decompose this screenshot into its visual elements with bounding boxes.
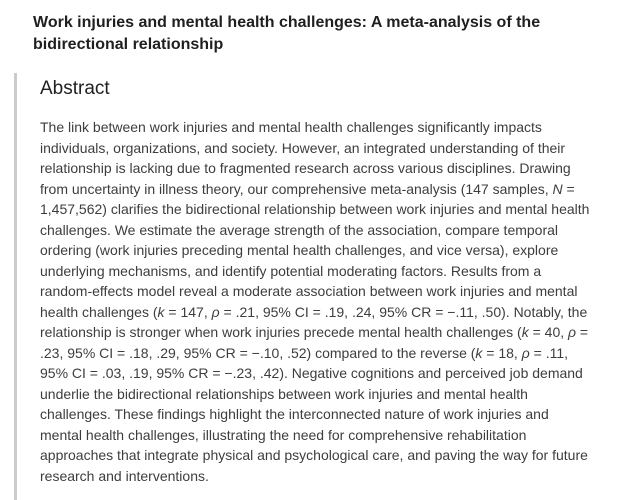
abstract-text-segment: = .21, 95% CI = .19, .24, 95% CR = −.11,… — [40, 303, 588, 341]
abstract-text-segment: ρ — [211, 303, 220, 320]
abstract-text-segment: = 18, — [482, 344, 522, 361]
abstract-text-segment: = 40, — [528, 324, 569, 340]
abstract-text-segment: ρ — [521, 344, 530, 361]
abstract-heading: Abstract — [40, 78, 110, 99]
abstract-text-segment: ρ — [568, 324, 577, 340]
abstract-text-segment: = 1,457,562) clarifies the bidirectional… — [40, 180, 590, 320]
abstract-text-segment: The link between work injuries and menta… — [40, 119, 571, 197]
abstract-text-segment: N — [552, 180, 563, 197]
abstract-text-segment: = 147, — [164, 303, 212, 320]
abstract-text-segment: = .11, 95% CI = .03, .19, 95% CR = −.23,… — [40, 344, 588, 484]
abstract-text-segment: = .23, 95% CI = .18, .29, 95% CR = −.10,… — [40, 324, 589, 361]
abstract-text-segment: k — [475, 344, 483, 361]
abstract-section: Abstract The link between work injuries … — [14, 73, 594, 500]
abstract-text: The link between work injuries and menta… — [40, 117, 593, 486]
abstract-text-segment: k — [157, 303, 165, 320]
paper-title: Work injuries and mental health challeng… — [33, 14, 541, 53]
abstract-text-segment: k — [521, 324, 529, 340]
